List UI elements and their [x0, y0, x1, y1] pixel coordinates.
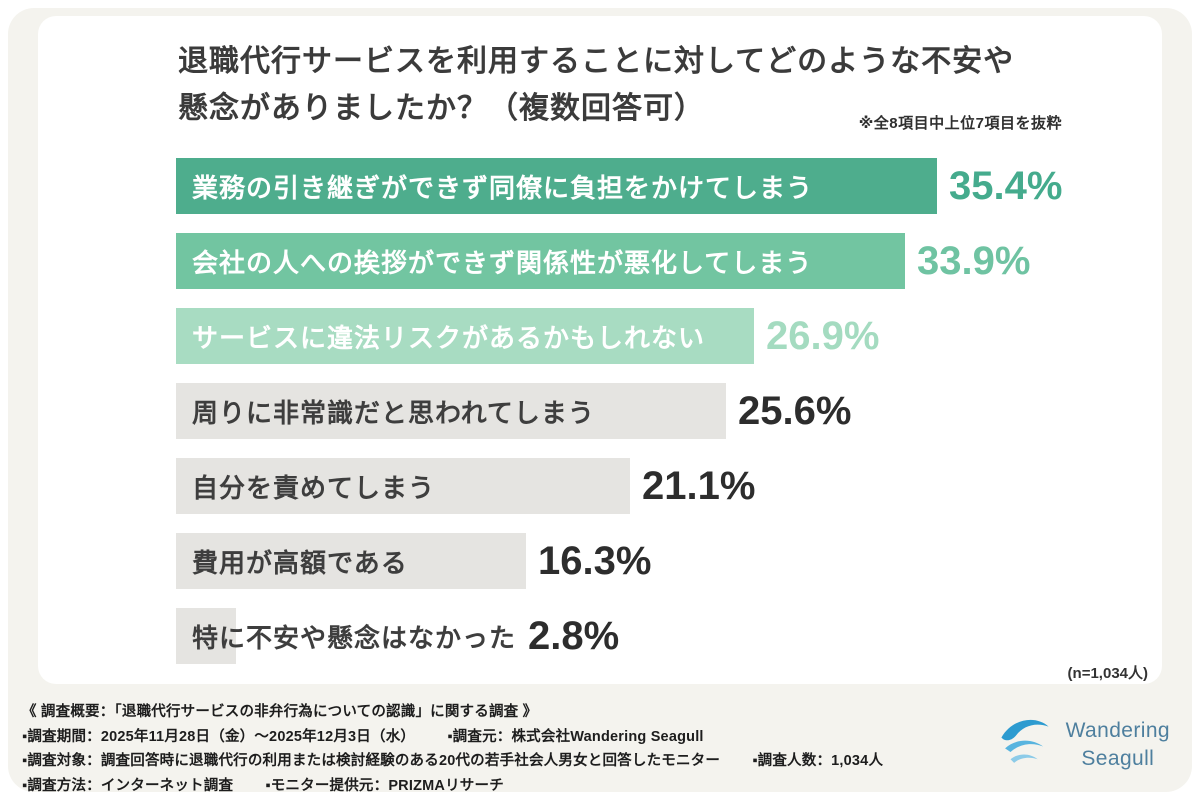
bar-value: 25.6% [738, 388, 852, 433]
survey-method: ▪調査方法：インターネット調査 [22, 777, 234, 794]
chart-title: 退職代行サービスを利用することに対してどのような不安や 懸念がありましたか？（複… [178, 38, 1014, 132]
bar-value: 35.4% [949, 163, 1063, 208]
company-logo: Wandering Seagull [996, 713, 1170, 776]
survey-period: ▪調査期間：2025年11月28日（金）〜2025年12月3日（水） [22, 728, 416, 745]
chart-card: 退職代行サービスを利用することに対してどのような不安や 懸念がありましたか？（複… [38, 16, 1162, 684]
bar-label: 周りに非常識だと思われてしまう [192, 397, 595, 428]
bar-fill [176, 233, 905, 289]
bar-chart: 業務の引き継ぎができず同僚に負担をかけてしまう 35.4% 会社の人への挨拶ができず… [176, 158, 1126, 683]
sample-size-note: (n=1,034人) [1067, 665, 1148, 682]
bar-fill [176, 608, 236, 664]
bar-row: 自分を責めてしまう 21.1% [176, 458, 1126, 514]
page-background: 退職代行サービスを利用することに対してどのような不安や 懸念がありましたか？（複… [8, 8, 1192, 794]
bar-label: 業務の引き継ぎができず同僚に負担をかけてしまう [192, 172, 814, 203]
company-logo-line1: Wandering [1065, 718, 1170, 742]
chart-title-line1: 退職代行サービスを利用することに対してどのような不安や [178, 45, 1015, 78]
bar-fill [176, 383, 726, 439]
bar-fill [176, 458, 630, 514]
bar-row: サービスに違法リスクがあるかもしれない 26.9% [176, 308, 1126, 364]
overview-text: 《 調査概要：「退職代行サービスの非弁行為についての認識」に関する調査 》 [22, 704, 538, 720]
bar-value: 26.9% [766, 313, 880, 358]
seagull-logo-icon [996, 713, 1054, 776]
bar-label: 会社の人への挨拶ができず関係性が悪化してしまう [192, 247, 813, 278]
company-logo-line2: Seagull [1081, 746, 1155, 770]
survey-line-target: ▪調査対象：調査回答時に退職代行の利用または検討経験のある20代の若手社会人男女… [22, 749, 883, 774]
survey-target: ▪調査対象：調査回答時に退職代行の利用または検討経験のある20代の若手社会人男女… [22, 753, 721, 769]
bar-row: 費用が高額である 16.3% [176, 533, 1126, 589]
bar-label: 費用が高額である [192, 547, 408, 578]
bar-fill [176, 533, 526, 589]
bar-value: 33.9% [917, 238, 1031, 283]
survey-line-method: ▪調査方法：インターネット調査 ▪モニター提供元：PRIZMAリサーチ [22, 774, 883, 799]
chart-title-line2: 懸念がありましたか？（複数回答可） [178, 92, 705, 125]
survey-overview: 《 調査概要：「退職代行サービスの非弁行為についての認識」に関する調査 》 ▪調… [22, 700, 883, 798]
survey-line-period: ▪調査期間：2025年11月28日（金）〜2025年12月3日（水） ▪調査元：… [22, 725, 883, 750]
survey-source: ▪調査元：株式会社Wandering Seagull [447, 728, 704, 745]
chart-footnote: ※全8項目中上位7項目を抜粋 [858, 115, 1062, 132]
bar-row: 特に不安や懸念はなかった 2.8% [176, 608, 1126, 664]
survey-overview-title: 《 調査概要：「退職代行サービスの非弁行為についての認識」に関する調査 》 [22, 700, 883, 725]
bar-label: 特に不安や懸念はなかった [192, 622, 517, 653]
survey-monitor: ▪モニター提供元：PRIZMAリサーチ [265, 777, 504, 794]
bar-fill [176, 158, 937, 214]
bar-value: 21.1% [642, 463, 756, 508]
bar-fill [176, 308, 754, 364]
bar-label: 自分を責めてしまう [192, 472, 436, 503]
bar-row: 業務の引き継ぎができず同僚に負担をかけてしまう 35.4% [176, 158, 1126, 214]
bar-value: 16.3% [538, 538, 652, 583]
bar-row: 会社の人への挨拶ができず関係性が悪化してしまう 33.9% [176, 233, 1126, 289]
survey-count: ▪調査人数：1,034人 [752, 753, 884, 769]
bar-label: サービスに違法リスクがあるかもしれない [192, 322, 706, 353]
company-logo-text: Wandering Seagull [1066, 717, 1170, 773]
bar-value: 2.8% [528, 613, 620, 658]
bar-row: 周りに非常識だと思われてしまう 25.6% [176, 383, 1126, 439]
